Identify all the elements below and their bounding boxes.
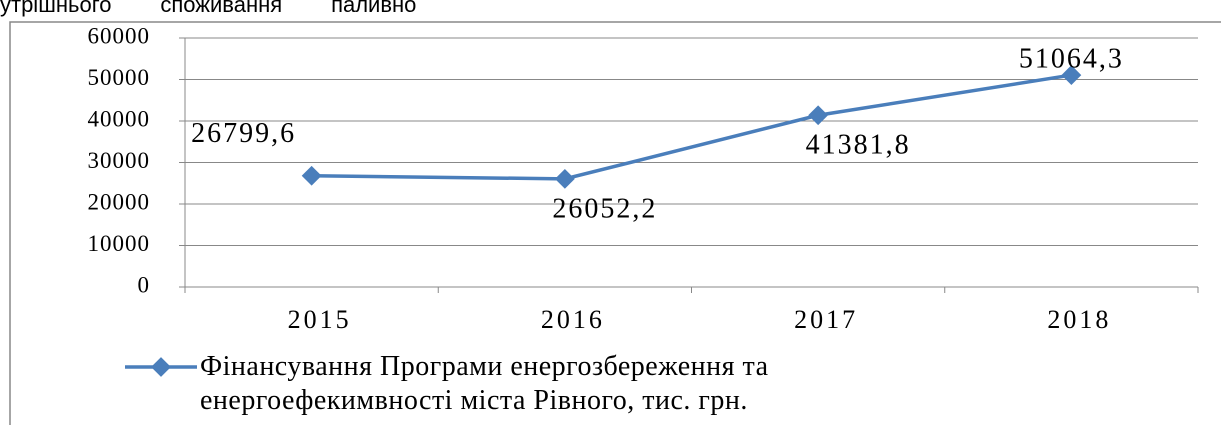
y-tick-label: 10000 [88, 231, 151, 256]
y-tick-label: 50000 [88, 65, 151, 90]
x-tick-label: 2018 [1047, 305, 1111, 334]
y-tick-label: 60000 [88, 23, 151, 48]
data-label: 51064,3 [1019, 44, 1124, 75]
x-tick-label: 2016 [541, 305, 605, 334]
chart-frame [9, 21, 1221, 425]
data-point [808, 105, 829, 126]
legend-text: Фінансування Програми енергозбереження т… [200, 351, 769, 416]
data-point [554, 168, 575, 189]
x-tick-label: 2015 [288, 305, 352, 334]
data-point [301, 165, 322, 186]
data-line [311, 73, 1072, 181]
y-tick-label: 40000 [88, 106, 151, 131]
data-point [1061, 65, 1082, 85]
legend-marker [151, 357, 171, 377]
data-label: 41381,8 [806, 130, 911, 161]
data-label: 26052,2 [552, 193, 657, 224]
x-tick-label: 2017 [794, 305, 858, 334]
y-tick-label: 20000 [88, 189, 151, 214]
header-text: утрішнього споживання паливно [0, 0, 417, 17]
y-tick-label: 0 [138, 272, 151, 297]
y-tick-label: 30000 [88, 148, 151, 173]
data-label: 26799,6 [191, 118, 296, 149]
